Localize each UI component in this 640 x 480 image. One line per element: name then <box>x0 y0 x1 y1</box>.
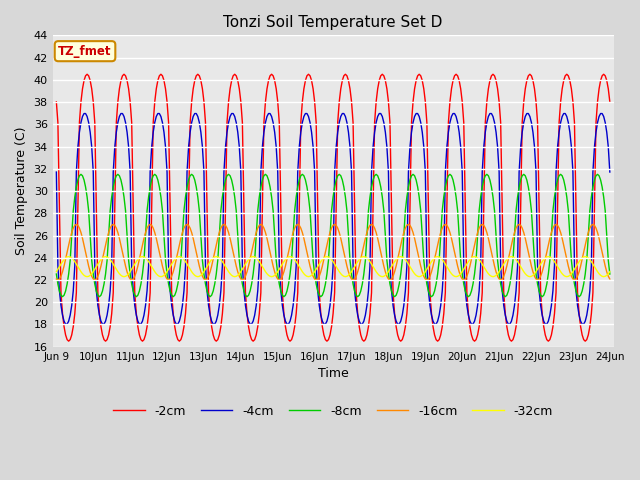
-8cm <box>52 271 60 277</box>
Title: Tonzi Soil Temperature Set D: Tonzi Soil Temperature Set D <box>223 15 443 30</box>
Line: -2cm: -2cm <box>56 74 610 341</box>
-2cm <box>65 338 72 344</box>
-4cm <box>52 169 60 175</box>
-32cm <box>389 261 397 267</box>
-2cm <box>69 324 77 329</box>
-4cm <box>157 114 164 120</box>
-8cm <box>401 208 409 214</box>
-32cm <box>401 257 409 263</box>
-32cm <box>65 254 72 260</box>
-32cm <box>159 274 166 279</box>
-4cm <box>369 144 377 150</box>
-4cm <box>469 321 477 327</box>
-2cm <box>541 332 549 338</box>
-32cm <box>606 269 614 275</box>
-16cm <box>54 277 61 283</box>
-16cm <box>69 225 77 231</box>
-8cm <box>606 271 614 277</box>
-8cm <box>159 208 166 214</box>
X-axis label: Time: Time <box>317 367 348 380</box>
-4cm <box>400 302 408 308</box>
-8cm <box>541 288 549 294</box>
-8cm <box>389 292 397 298</box>
-8cm <box>69 208 77 214</box>
-16cm <box>606 276 614 282</box>
-32cm <box>371 266 378 272</box>
Line: -16cm: -16cm <box>56 224 610 280</box>
-8cm <box>59 294 67 300</box>
-2cm <box>83 72 91 77</box>
-2cm <box>371 120 378 126</box>
-4cm <box>541 321 549 327</box>
-2cm <box>389 290 397 296</box>
-16cm <box>159 263 166 269</box>
-16cm <box>371 225 378 231</box>
-8cm <box>371 173 378 179</box>
-16cm <box>72 221 80 227</box>
-2cm <box>401 324 409 329</box>
Line: -8cm: -8cm <box>56 174 610 297</box>
Legend: -2cm, -4cm, -8cm, -16cm, -32cm: -2cm, -4cm, -8cm, -16cm, -32cm <box>108 400 558 423</box>
-2cm <box>52 99 60 105</box>
Line: -32cm: -32cm <box>56 257 610 276</box>
-4cm <box>606 169 614 175</box>
Y-axis label: Soil Temperature (C): Soil Temperature (C) <box>15 127 28 255</box>
-16cm <box>541 256 549 262</box>
-4cm <box>80 111 88 117</box>
-2cm <box>159 73 166 79</box>
-32cm <box>541 255 549 261</box>
-8cm <box>77 171 84 177</box>
-32cm <box>69 257 77 263</box>
-32cm <box>52 269 60 275</box>
-4cm <box>68 302 76 308</box>
-16cm <box>389 274 397 279</box>
-16cm <box>401 225 409 231</box>
-2cm <box>606 99 614 105</box>
Line: -4cm: -4cm <box>56 114 610 324</box>
-16cm <box>52 276 60 282</box>
Text: TZ_fmet: TZ_fmet <box>58 45 112 58</box>
-4cm <box>388 288 396 294</box>
-32cm <box>83 274 91 279</box>
